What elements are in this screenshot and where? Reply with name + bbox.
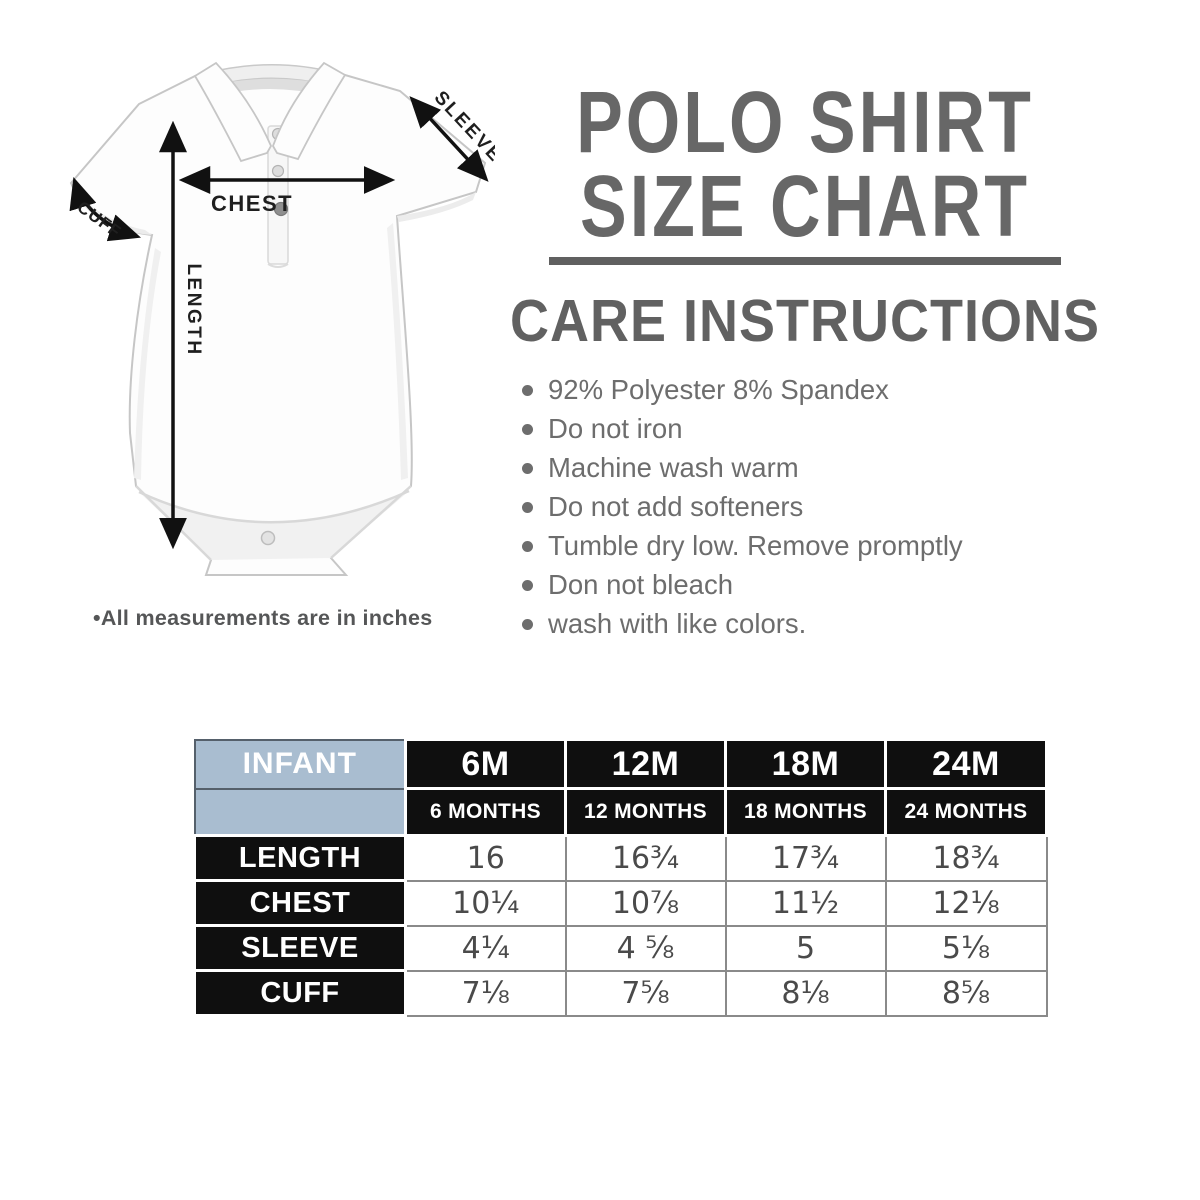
length-value-18m: 17¾: [724, 834, 887, 882]
title-line-2: SIZE CHART: [580, 157, 1030, 255]
length-value-12m: 16¾: [564, 834, 727, 882]
chest-value-18m: 11½: [724, 879, 887, 927]
care-instruction-text: 92% Polyester 8% Spandex: [548, 374, 889, 405]
care-instruction-item: Machine wash warm: [522, 454, 1108, 482]
title-underline: [549, 257, 1061, 265]
care-instruction-text: Tumble dry low. Remove promptly: [548, 530, 963, 561]
care-instruction-text: Do not add softeners: [548, 491, 804, 522]
right-column: POLO SHIRT SIZE CHART CARE INSTRUCTIONS …: [502, 74, 1108, 649]
measurements-note: •All measurements are in inches: [93, 606, 433, 630]
table-row-months: 6 MONTHS 12 MONTHS 18 MONTHS 24 MONTHS: [193, 787, 1048, 837]
measurement-arrows: [69, 96, 489, 550]
care-instruction-text: Machine wash warm: [548, 452, 799, 483]
bullet-icon: [522, 618, 533, 630]
snap-button: [260, 530, 276, 546]
months-subheader-6: 6 MONTHS: [404, 787, 567, 837]
table-row-length: LENGTH 16 16¾ 17¾ 18¾: [193, 834, 1048, 882]
size-column-header-18m: 18M: [724, 738, 887, 790]
cuff-value-24m: 8⅝: [884, 969, 1048, 1017]
row-label-cuff: CUFF: [193, 969, 407, 1017]
shirt-diagram: CHEST LENGTH SLEEVE CUFF: [35, 48, 506, 633]
row-label-chest: CHEST: [193, 879, 407, 927]
cuff-value-12m: 7⅝: [564, 969, 727, 1017]
cuff-value-6m: 7⅛: [404, 969, 567, 1017]
cuff-value-18m: 8⅛: [724, 969, 887, 1017]
care-instruction-item: 92% Polyester 8% Spandex: [522, 376, 1108, 404]
sleeve-value-18m: 5: [724, 924, 887, 972]
months-subheader-18: 18 MONTHS: [724, 787, 887, 837]
bullet-icon: [522, 540, 533, 552]
table-row-cuff: CUFF 7⅛ 7⅝ 8⅛ 8⅝: [193, 969, 1048, 1017]
infant-group-header-blank: [193, 787, 407, 837]
care-instruction-item: wash with like colors.: [522, 610, 1108, 638]
placket: [267, 125, 289, 268]
table-row-sleeve: SLEEVE 4¼ 4 ⅝ 5 5⅛: [193, 924, 1048, 972]
chest-label: CHEST: [211, 191, 293, 216]
cuff-arrow: [69, 176, 141, 242]
title-line-1: POLO SHIRT: [576, 73, 1034, 171]
polo-bodysuit-illustration: CHEST LENGTH SLEEVE CUFF: [69, 61, 506, 576]
bullet-icon: [522, 423, 533, 435]
size-table: INFANT 6M 12M 18M 24M 6 MONTHS 12 MONTHS…: [193, 738, 1048, 1017]
row-label-length: LENGTH: [193, 834, 407, 882]
chest-value-24m: 12⅛: [884, 879, 1048, 927]
bullet-icon: [522, 462, 533, 474]
size-table-container: INFANT 6M 12M 18M 24M 6 MONTHS 12 MONTHS…: [193, 738, 1048, 1017]
care-instructions-list: 92% Polyester 8% Spandex Do not iron Mac…: [502, 376, 1108, 638]
bullet-icon: [522, 579, 533, 591]
care-instructions-heading: CARE INSTRUCTIONS: [509, 288, 1100, 354]
length-label: LENGTH: [183, 263, 204, 356]
bullet-icon: [522, 384, 533, 396]
infant-group-header: INFANT: [193, 738, 407, 790]
chest-value-12m: 10⅞: [564, 879, 727, 927]
collar: [193, 61, 347, 163]
row-label-sleeve: SLEEVE: [193, 924, 407, 972]
care-instruction-item: Do not add softeners: [522, 493, 1108, 521]
table-row-chest: CHEST 10¼ 10⅞ 11½ 12⅛: [193, 879, 1048, 927]
length-value-6m: 16: [404, 834, 567, 882]
button-icon: [273, 201, 289, 217]
care-instruction-item: Tumble dry low. Remove promptly: [522, 532, 1108, 560]
page-title: POLO SHIRT SIZE CHART: [502, 74, 1108, 255]
care-instruction-text: Do not iron: [548, 413, 683, 444]
chest-value-6m: 10¼: [404, 879, 567, 927]
length-value-24m: 18¾: [884, 834, 1048, 882]
sleeve-value-24m: 5⅛: [884, 924, 1048, 972]
care-instruction-item: Do not iron: [522, 415, 1108, 443]
care-instruction-text: Don not bleach: [548, 569, 733, 600]
care-instruction-text: wash with like colors.: [548, 608, 807, 639]
sleeve-arrow: [409, 96, 489, 182]
button-icon: [271, 164, 285, 178]
months-subheader-12: 12 MONTHS: [564, 787, 727, 837]
size-column-header-24m: 24M: [884, 738, 1048, 790]
bullet-icon: [522, 501, 533, 513]
sleeve-value-12m: 4 ⅝: [564, 924, 727, 972]
table-row-sizes: INFANT 6M 12M 18M 24M: [193, 738, 1048, 790]
care-instruction-item: Don not bleach: [522, 571, 1108, 599]
size-column-header-12m: 12M: [564, 738, 727, 790]
sleeve-value-6m: 4¼: [404, 924, 567, 972]
months-subheader-24: 24 MONTHS: [884, 787, 1048, 837]
size-column-header-6m: 6M: [404, 738, 567, 790]
